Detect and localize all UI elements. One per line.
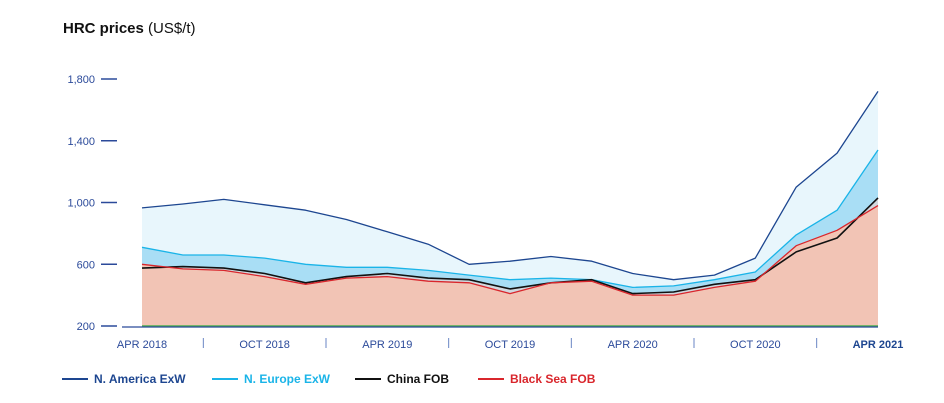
y-tick-label: 200 xyxy=(77,321,95,333)
legend-item-black-sea-fob: Black Sea FOB xyxy=(478,372,595,386)
chart-title: HRC prices (US$/t) xyxy=(63,20,196,37)
legend-swatch xyxy=(478,378,504,380)
legend-item-n-america-exw: N. America ExW xyxy=(62,372,186,386)
x-tick-label: APR 2020 xyxy=(608,339,658,351)
y-tick-label: 600 xyxy=(77,259,95,271)
legend-label: Black Sea FOB xyxy=(510,372,596,386)
x-tick-label: OCT 2019 xyxy=(485,339,536,351)
y-tick-label: 1,000 xyxy=(67,198,95,210)
legend-item-china-fob: China FOB xyxy=(355,372,449,386)
series-line-black-sea-fob xyxy=(141,205,879,296)
legend-swatch xyxy=(62,378,88,380)
legend-label: N. Europe ExW xyxy=(244,372,331,386)
hrc-price-chart: 200 600 1,000 1,400 1,800 APR 2018 OCT 2018 APR… xyxy=(67,74,904,351)
x-tick-label: OCT 2018 xyxy=(239,339,290,351)
x-tick-label: APR 2021 xyxy=(853,339,904,351)
chart-legend: N. America ExW N. Europe ExW China FOB Blac… xyxy=(0,372,944,396)
legend-item-n-europe-exw: N. Europe ExW xyxy=(212,372,330,386)
x-tick-label: APR 2018 xyxy=(117,339,167,351)
chart-unit: (US$/t) xyxy=(148,20,196,37)
chart-title-text: HRC prices xyxy=(63,20,144,37)
legend-swatch xyxy=(212,378,238,380)
legend-swatch xyxy=(355,378,381,380)
x-tick-label: OCT 2020 xyxy=(730,339,781,351)
y-tick-label: 1,400 xyxy=(67,136,95,148)
legend-label: China FOB xyxy=(387,372,449,386)
band-namerica-neurope xyxy=(142,91,878,288)
area-blacksea xyxy=(142,205,878,326)
series-line-n-america-exw xyxy=(141,91,879,281)
series-line-n-europe-exw xyxy=(141,149,879,289)
x-tick-label: APR 2019 xyxy=(362,339,412,351)
legend-label: N. America ExW xyxy=(94,372,186,386)
y-tick-label: 1,800 xyxy=(67,74,95,86)
series-line-china-fob xyxy=(141,197,879,295)
